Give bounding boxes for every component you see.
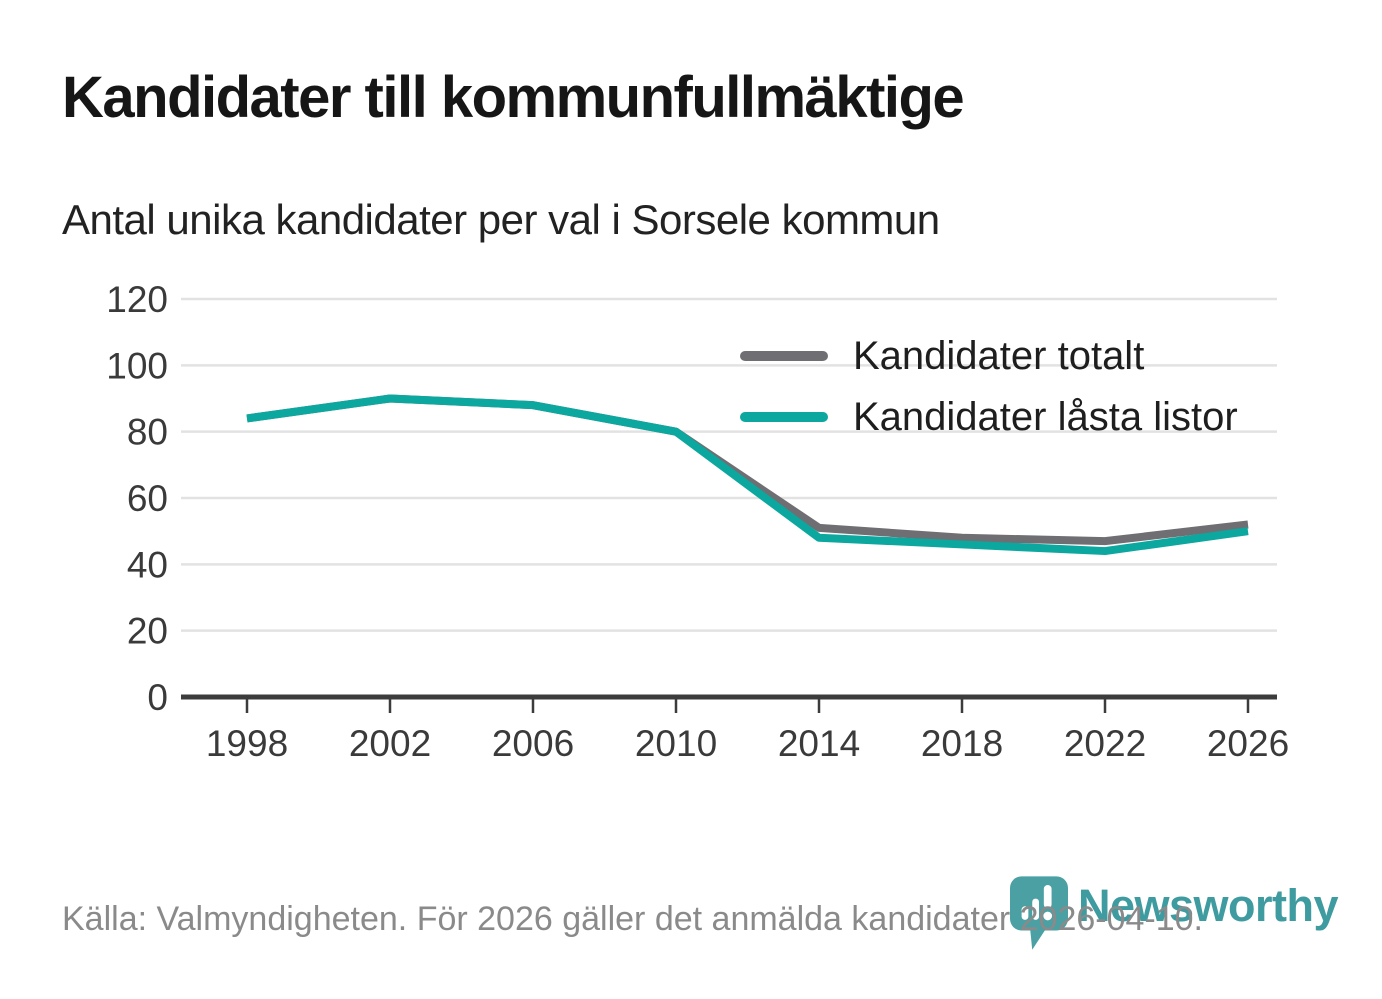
newsworthy-pin-bar-chart-icon — [1010, 876, 1068, 950]
x-axis — [181, 694, 1277, 713]
y-tick-label-0: 0 — [147, 677, 168, 718]
gridlines — [181, 297, 1277, 632]
x-axis-labels: 1998 2002 2006 2010 2014 2018 2022 2026 — [206, 723, 1289, 764]
legend-swatch-lasta-listor — [740, 412, 828, 422]
legend-label-totalt: Kandidater totalt — [853, 333, 1145, 378]
x-tick-label-2006: 2006 — [492, 723, 574, 764]
x-tick-label-2026: 2026 — [1207, 723, 1289, 764]
x-tick-label-2022: 2022 — [1064, 723, 1146, 764]
y-tick-label-40: 40 — [127, 544, 168, 585]
source-note: Källa: Valmyndigheten. För 2026 gäller d… — [62, 900, 1203, 938]
y-tick-label-120: 120 — [106, 279, 168, 320]
y-tick-label-100: 100 — [106, 345, 168, 386]
x-tick-label-2010: 2010 — [635, 723, 717, 764]
y-tick-label-80: 80 — [127, 412, 168, 453]
legend-item-lasta-listor: Kandidater låsta listor — [740, 394, 1238, 440]
chart-title: Kandidater till kommunfullmäktige — [62, 65, 965, 130]
y-tick-label-20: 20 — [127, 611, 168, 652]
series-line-1 — [246, 394, 1249, 556]
newsworthy-wordmark: Newsworthy — [1078, 880, 1339, 931]
x-tick-label-2018: 2018 — [921, 723, 1003, 764]
legend-swatch-totalt — [740, 351, 828, 361]
x-tick-label-1998: 1998 — [206, 723, 288, 764]
series-lines — [246, 394, 1249, 556]
x-tick-label-2014: 2014 — [778, 723, 860, 764]
chart-subtitle: Antal unika kandidater per val i Sorsele… — [62, 196, 940, 243]
x-tick-label-2002: 2002 — [349, 723, 431, 764]
legend-item-totalt: Kandidater totalt — [740, 333, 1238, 379]
y-tick-label-60: 60 — [127, 478, 168, 519]
newsworthy-logo: Newsworthy — [1010, 876, 1339, 954]
y-axis-labels: 0 20 40 60 80 100 120 — [106, 279, 168, 718]
legend-label-lasta-listor: Kandidater låsta listor — [853, 394, 1238, 439]
chart-legend: Kandidater totalt Kandidater låsta listo… — [740, 333, 1238, 440]
